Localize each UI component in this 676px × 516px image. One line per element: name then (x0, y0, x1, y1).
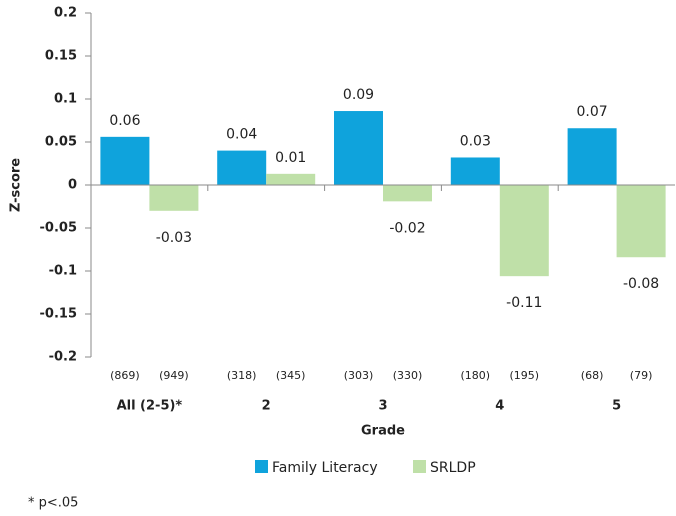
y-tick-label: -0.1 (49, 264, 77, 279)
sample-size: (303) (344, 369, 374, 382)
value-label: -0.11 (506, 295, 542, 311)
legend-swatch (413, 460, 426, 473)
value-label: 0.09 (343, 87, 374, 103)
x-tick-label: 5 (612, 399, 621, 414)
bar (100, 136, 150, 185)
sample-size: (869) (110, 369, 140, 382)
x-tick-label: 2 (262, 399, 271, 414)
legend-label: SRLDP (430, 460, 476, 476)
value-label: -0.03 (156, 230, 192, 246)
value-label: -0.02 (389, 220, 425, 236)
footnote: * p<.05 (28, 496, 78, 511)
x-axis-label: Grade (361, 424, 405, 439)
bar (334, 111, 383, 185)
y-tick-label: 0.1 (54, 92, 77, 107)
sample-size: (949) (159, 369, 189, 382)
bar (567, 128, 617, 185)
sample-size: (318) (227, 369, 257, 382)
value-label: 0.06 (109, 113, 140, 129)
sample-size: (68) (581, 369, 604, 382)
y-tick-label: -0.15 (40, 307, 77, 322)
y-tick-label: 0.2 (54, 6, 77, 21)
x-tick-label: All (2-5)* (117, 399, 183, 414)
value-label: 0.04 (226, 127, 257, 143)
y-axis-label: Z-score (9, 158, 24, 212)
y-tick-label: 0.15 (45, 49, 77, 64)
value-label: 0.07 (577, 104, 608, 120)
x-tick-label: 4 (495, 399, 504, 414)
x-tick-label: 3 (378, 399, 387, 414)
bar (266, 173, 316, 185)
sample-size: (195) (510, 369, 540, 382)
legend-swatch (255, 460, 268, 473)
y-tick-label: 0 (68, 178, 77, 193)
y-tick-label: -0.2 (49, 350, 77, 365)
value-label: 0.03 (460, 133, 491, 149)
value-label: -0.08 (623, 276, 659, 292)
bar (616, 185, 666, 258)
legend-label: Family Literacy (272, 460, 378, 476)
bar (499, 185, 549, 277)
bar (149, 185, 199, 211)
y-tick-label: -0.05 (40, 221, 77, 236)
sample-size: (345) (276, 369, 306, 382)
sample-size: (180) (461, 369, 491, 382)
y-tick-label: 0.05 (45, 135, 77, 150)
sample-size: (79) (630, 369, 653, 382)
sample-size: (330) (393, 369, 423, 382)
bar (383, 185, 432, 202)
bar (450, 157, 500, 185)
bar (217, 150, 267, 185)
value-label: 0.01 (275, 150, 306, 166)
